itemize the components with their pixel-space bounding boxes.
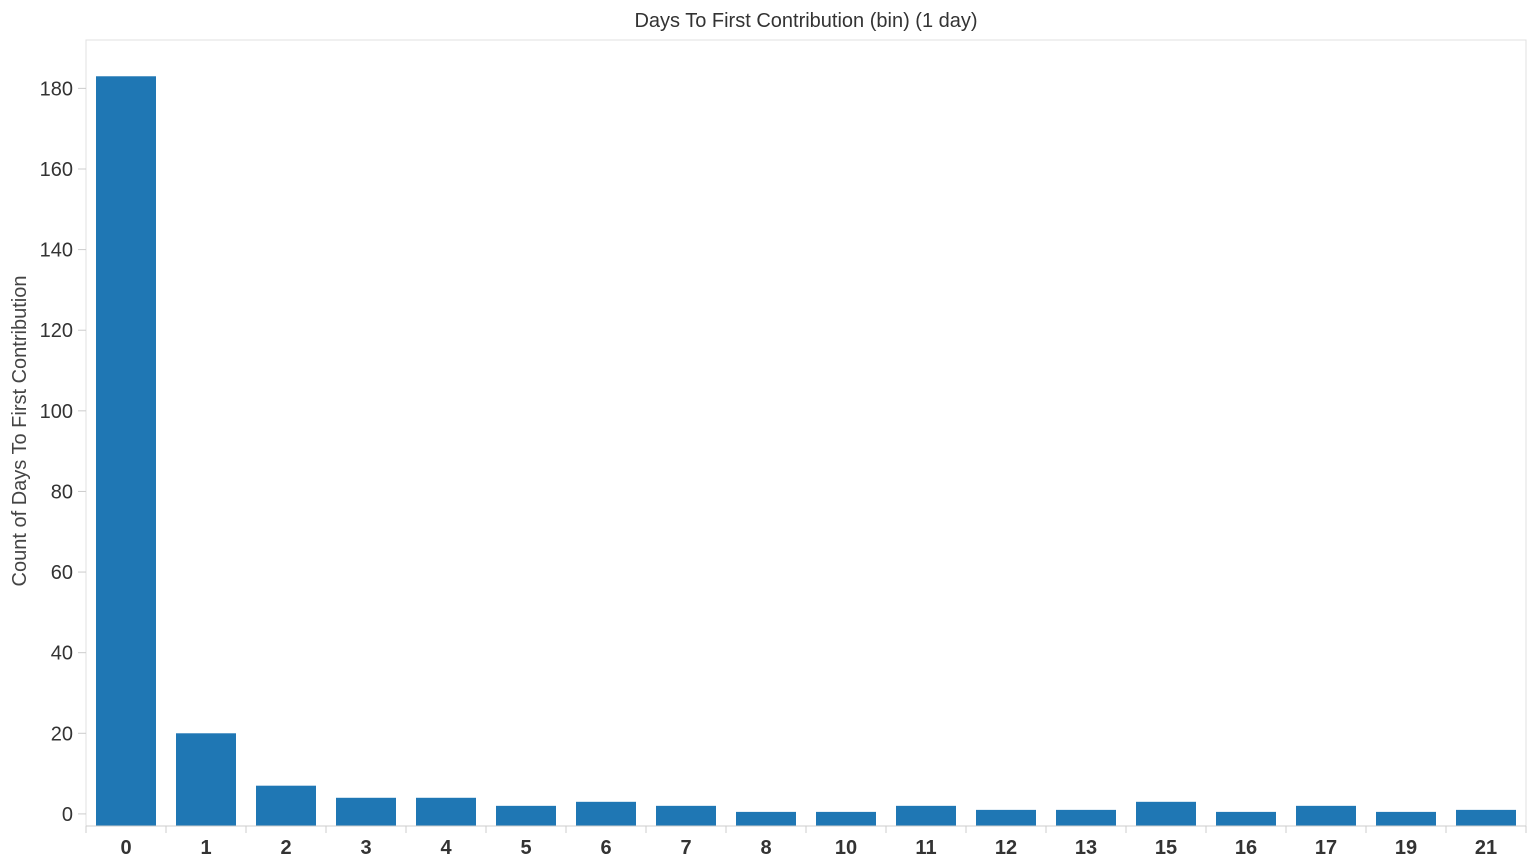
y-tick-label: 60 [51,562,73,584]
y-axis-label: Count of Days To First Contribution [9,276,31,587]
bar-4[interactable] [416,797,476,826]
bar-7[interactable] [656,805,716,826]
bar-6[interactable] [576,801,636,826]
plot-frame [85,39,1527,827]
y-tick-label: 180 [40,78,73,100]
bar-0[interactable] [96,76,156,827]
y-tick-label: 40 [51,643,73,665]
x-tick-label: 17 [1315,837,1337,859]
x-tick-label: 21 [1475,837,1497,859]
x-tick-label: 4 [440,837,452,859]
x-tick-label: 6 [600,837,611,859]
bar-13[interactable] [1056,809,1116,826]
x-tick-label: 1 [200,837,211,859]
y-tick-label: 100 [40,401,73,423]
y-tick-label: 160 [40,159,73,181]
bar-15[interactable] [1136,801,1196,826]
x-tick-label: 5 [520,837,531,859]
y-tick-label: 20 [51,723,73,745]
bars [96,76,1516,827]
x-tick-label: 13 [1075,837,1097,859]
y-tick-label: 120 [40,320,73,342]
bar-12[interactable] [976,809,1036,826]
x-tick-label: 2 [280,837,291,859]
bar-1[interactable] [176,733,236,826]
bar-5[interactable] [496,805,556,826]
x-tick-label: 0 [120,837,131,859]
x-tick-label: 7 [680,837,691,859]
bar-17[interactable] [1296,805,1356,826]
x-tick-label: 15 [1155,837,1177,859]
y-axis: 0 20 40 60 80 100 120 140 160 180 [40,78,86,826]
y-tick-label: 0 [62,804,73,826]
x-tick-label: 16 [1235,837,1257,859]
x-tick-label: 12 [995,837,1017,859]
bar-16[interactable] [1216,811,1276,826]
y-tick-label: 80 [51,481,73,503]
x-tick-label: 11 [915,837,936,859]
x-tick-label: 3 [360,837,371,859]
bar-3[interactable] [336,797,396,826]
bar-8[interactable] [736,811,796,826]
y-tick-label: 140 [40,240,73,262]
x-tick-label: 8 [760,837,771,859]
chart-title: Days To First Contribution (bin) (1 day) [634,10,977,32]
x-tick-label: 10 [835,837,857,859]
bar-21[interactable] [1456,809,1516,826]
x-axis: 0 1 2 3 4 5 6 7 8 10 11 12 13 15 16 17 19 21 [85,825,1527,859]
bar-11[interactable] [896,805,956,826]
x-tick-label: 19 [1395,837,1417,859]
bar-19[interactable] [1376,811,1436,826]
bar-10[interactable] [816,811,876,826]
bar-2[interactable] [256,785,316,826]
